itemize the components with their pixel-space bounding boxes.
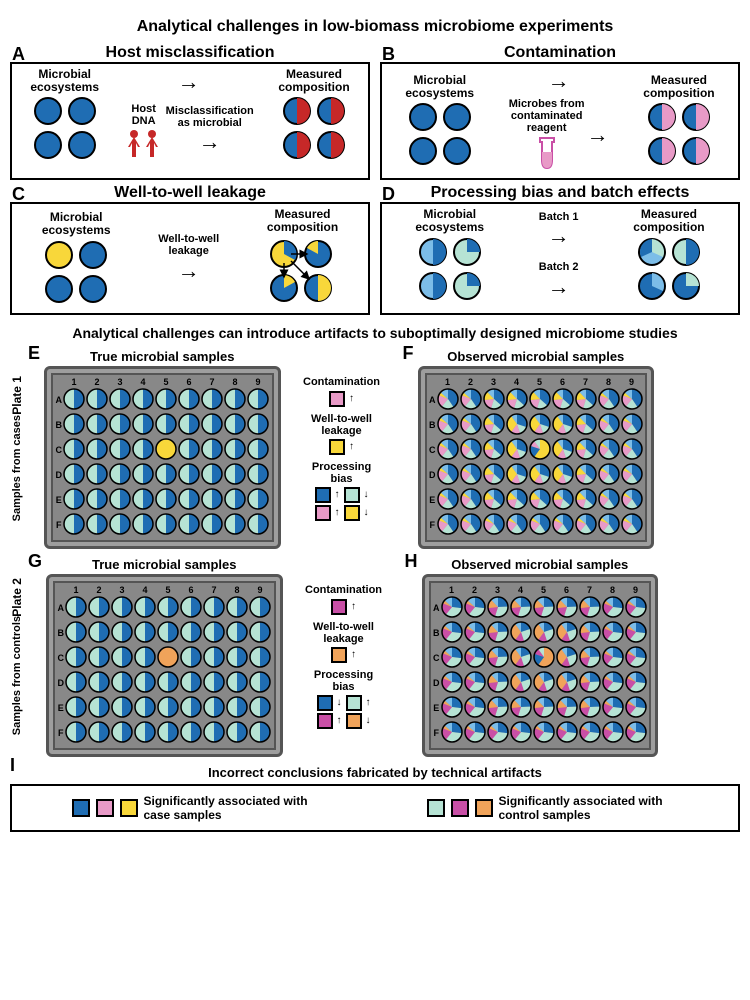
measured-circles [267, 237, 337, 307]
label: Measured composition [643, 74, 714, 100]
panel-letter-e: E [28, 343, 40, 364]
panel-c-title: Well-to-well leakage [20, 184, 360, 202]
panel-letter-d: D [382, 184, 395, 205]
panel-c: C Well-to-well leakage Microbial ecosyst… [10, 202, 370, 314]
label: Measured composition [267, 208, 338, 234]
label: Batch 1 [539, 211, 579, 223]
label: Measured composition [278, 68, 349, 94]
panel-letter-i: I [10, 755, 15, 776]
label: Batch 2 [539, 261, 579, 273]
legend-2: Contamination↑ Well-to-well leakage↑ Pro… [289, 584, 399, 728]
arrow-icon: → [548, 276, 570, 298]
panel-d-title: Processing bias and batch effects [390, 184, 730, 202]
plate-title: True microbial samples [46, 557, 283, 572]
panel-letter-g: G [28, 551, 42, 572]
label: Microbial ecosystems [30, 68, 99, 94]
label: Microbial ecosystems [405, 74, 474, 100]
panel-a: A Host misclassification Microbial ecosy… [10, 62, 370, 180]
tube-icon [534, 136, 560, 172]
measured-circles [637, 237, 701, 301]
control-legend: Significantly associated with control sa… [427, 794, 679, 822]
panel-a-title: Host misclassification [20, 44, 360, 62]
arrow-icon: → [548, 225, 570, 247]
panel-i: Significantly associated with case sampl… [10, 784, 740, 832]
panel-letter-f: F [403, 343, 414, 364]
label: Host DNA [131, 103, 155, 127]
measured-circles [282, 96, 346, 160]
plate-title: True microbial samples [44, 349, 281, 364]
plate-g: 123456789ABCDEF [46, 574, 283, 757]
arrow-icon: → [587, 122, 609, 148]
panel-letter-c: C [12, 184, 25, 205]
plate1-side: Plate 1 Samples from cases [10, 376, 24, 521]
arrow-icon: → [199, 131, 221, 153]
case-legend: Significantly associated with case sampl… [72, 794, 324, 822]
label: Microbial ecosystems [42, 211, 111, 237]
host-dna-icon [124, 129, 164, 159]
ecosystem-circles [44, 240, 108, 304]
label: Misclassification as microbial [166, 105, 254, 129]
plate-row-1: Plate 1 Samples from cases E True microb… [10, 349, 740, 549]
panel-letter-b: B [382, 44, 395, 65]
ecosystem-circles [418, 237, 482, 301]
label: Well-to-well leakage [158, 233, 219, 257]
plate-f: 123456789ABCDEF [418, 366, 655, 549]
plate-row-2: Plate 2 Samples from controls G True mic… [10, 557, 740, 757]
panel-letter-a: A [12, 44, 25, 65]
plate-title: Observed microbial samples [418, 349, 655, 364]
panel-letter-h: H [405, 551, 418, 572]
label: Measured composition [633, 208, 704, 234]
measured-circles [647, 102, 711, 166]
legend-1: Contamination↑ Well-to-well leakage↑ Pro… [287, 376, 397, 520]
ecosystem-circles [408, 102, 472, 166]
label: Microbes from contaminated reagent [509, 98, 585, 134]
section-title: Analytical challenges can introduce arti… [10, 325, 740, 341]
panel-d: D Processing bias and batch effects Micr… [380, 202, 740, 314]
plate-h: 123456789ABCDEF [422, 574, 659, 757]
arrow-icon: → [178, 260, 200, 282]
arrow-icon: → [548, 68, 570, 94]
plate-e: 123456789ABCDEF [44, 366, 281, 549]
ecosystem-circles [33, 96, 97, 160]
plate2-side: Plate 2 Samples from controls [10, 578, 24, 736]
plate-title: Observed microbial samples [422, 557, 659, 572]
label: Microbial ecosystems [415, 208, 484, 234]
bottom-title: Incorrect conclusions fabricated by tech… [10, 765, 740, 780]
panel-b: B Contamination Microbial ecosystems → M… [380, 62, 740, 180]
panel-b-title: Contamination [390, 44, 730, 62]
arrow-icon: → [178, 69, 200, 95]
main-title: Analytical challenges in low-biomass mic… [10, 18, 740, 36]
